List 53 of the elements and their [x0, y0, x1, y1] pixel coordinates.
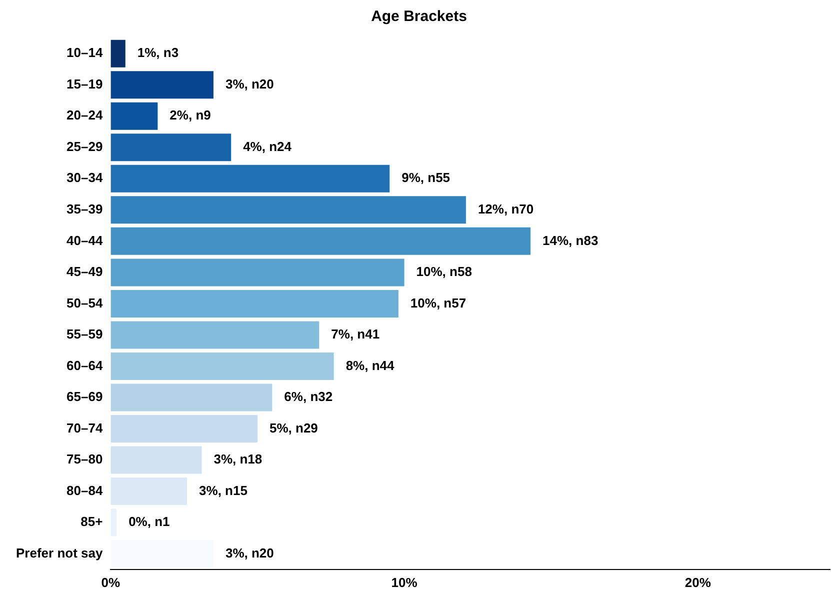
bar: [110, 102, 158, 130]
data-label: 3%, n20: [225, 545, 274, 560]
data-label: 3%, n15: [199, 482, 248, 498]
bar: [110, 352, 334, 380]
y-tick-label: 30–34: [66, 170, 104, 186]
data-label: 4%, n24: [243, 138, 292, 154]
y-tick-label: 85+: [80, 514, 104, 530]
y-tick-label: 60–64: [66, 358, 104, 373]
bar: [110, 321, 320, 349]
data-label: 12%, n70: [478, 202, 534, 216]
bar: [110, 134, 232, 162]
data-label: 6%, n32: [284, 389, 333, 404]
bar: [110, 40, 126, 68]
bar: [110, 290, 398, 318]
y-tick-label: Prefer not say: [16, 545, 104, 560]
y-tick-label: 35–39: [66, 202, 103, 216]
x-tick-label: 10%: [391, 574, 418, 590]
data-label: 5%, n29: [270, 420, 318, 436]
y-tick-label: 25–29: [66, 138, 103, 154]
data-label: 14%, n83: [542, 232, 598, 248]
bar: [110, 384, 272, 412]
data-label: 1%, n3: [137, 45, 179, 60]
data-label: 9%, n55: [402, 170, 450, 186]
bar: [110, 164, 390, 192]
bar: [110, 196, 466, 224]
data-label: 10%, n58: [416, 264, 472, 280]
data-label: 3%, n18: [214, 452, 262, 467]
bar: [110, 478, 188, 506]
bar: [110, 71, 214, 99]
y-tick-label: 40–44: [66, 232, 104, 248]
y-tick-label: 80–84: [66, 482, 104, 498]
data-label: 2%, n9: [170, 108, 211, 123]
bar: [110, 227, 531, 255]
x-tick-label: 0%: [101, 574, 121, 590]
y-tick-label: 55–59: [66, 326, 103, 342]
y-tick-label: 45–49: [66, 264, 103, 280]
y-tick-label: 20–24: [66, 108, 104, 123]
y-tick-label: 65–69: [66, 389, 103, 404]
data-label: 0%, n1: [128, 514, 170, 530]
y-tick-label: 10–14: [66, 45, 104, 60]
y-tick-label: 75–80: [66, 452, 103, 467]
x-tick-label: 20%: [684, 574, 712, 590]
y-tick-label: 15–19: [66, 76, 103, 92]
y-tick-label: 70–74: [66, 420, 104, 436]
data-label: 8%, n44: [346, 358, 396, 373]
data-label: 7%, n41: [331, 326, 380, 342]
bar: [110, 258, 404, 286]
data-label: 3%, n20: [225, 76, 274, 92]
bar: [110, 414, 258, 442]
data-label: 10%, n57: [410, 295, 466, 310]
y-tick-label: 50–54: [66, 295, 104, 310]
chart-title: Age Brackets: [371, 8, 467, 26]
bar: [110, 446, 202, 474]
